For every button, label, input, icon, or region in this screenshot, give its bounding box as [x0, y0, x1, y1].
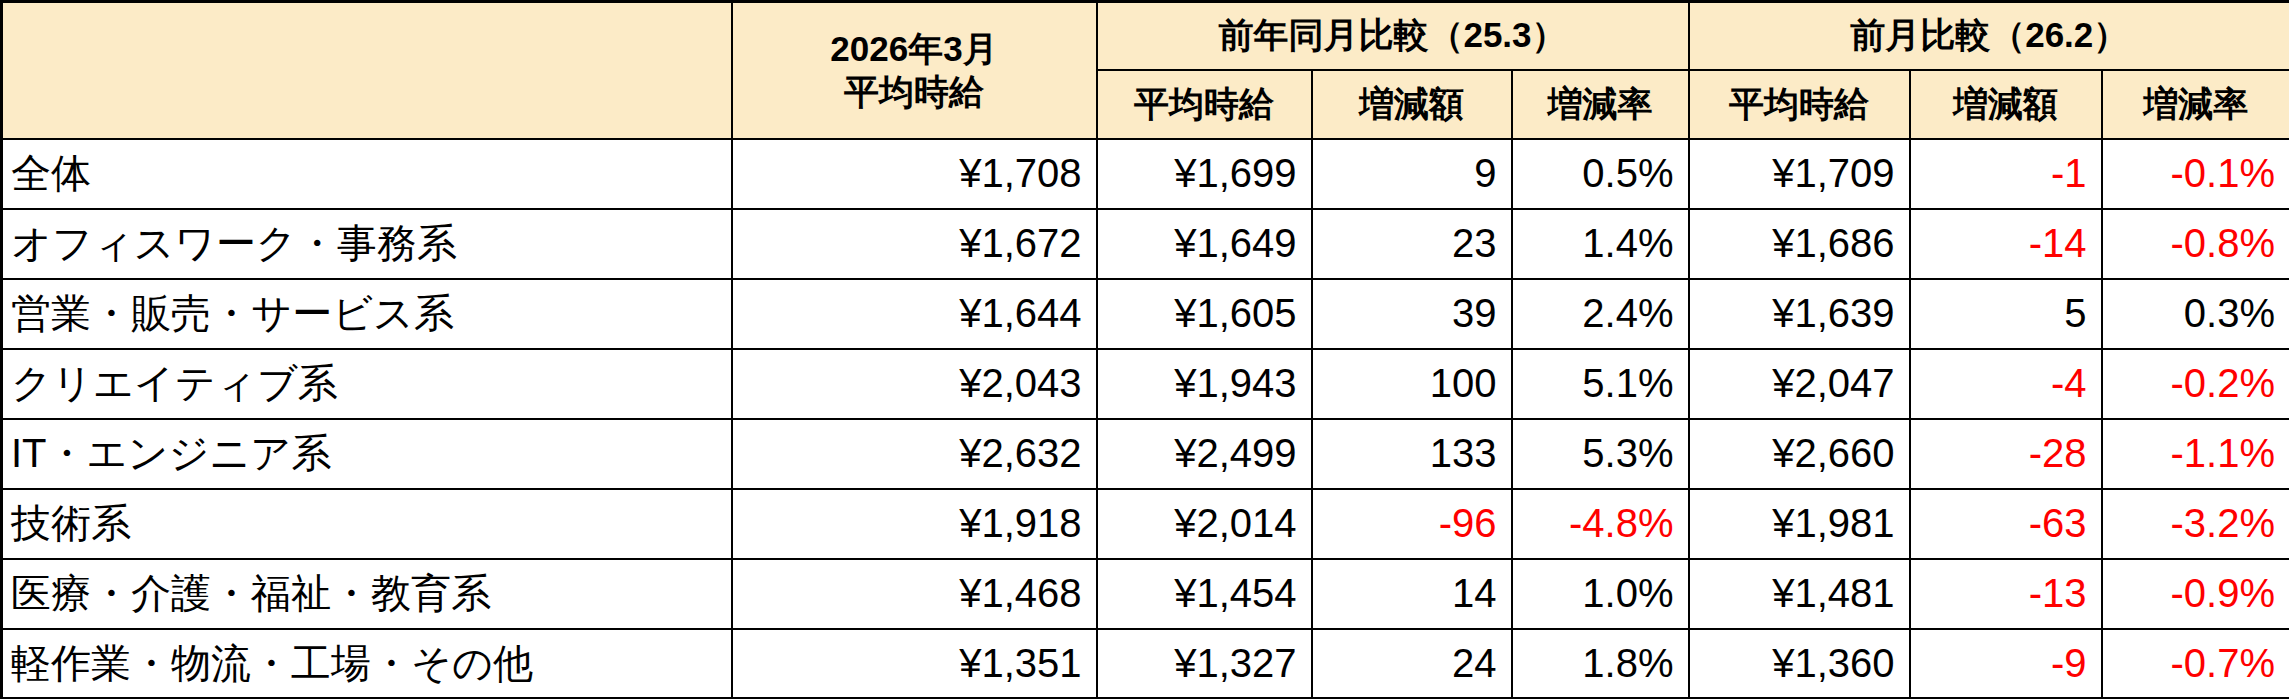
table-row: 技術系¥1,918¥2,014-96-4.8%¥1,981-63-3.2% [2, 489, 2289, 559]
yoy-avg-cell: ¥2,014 [1097, 489, 1312, 559]
table-header: 2026年3月 平均時給 前年同月比較（25.3） 前月比較（26.2） 平均時… [2, 2, 2289, 139]
yoy-diff-cell: 14 [1312, 559, 1512, 629]
yoy-rate-cell: 1.4% [1512, 209, 1689, 279]
yoy-avg-cell: ¥1,454 [1097, 559, 1312, 629]
category-cell: 軽作業・物流・工場・その他 [2, 629, 732, 699]
table-row: IT・エンジニア系¥2,632¥2,4991335.3%¥2,660-28-1.… [2, 419, 2289, 489]
category-cell: 医療・介護・福祉・教育系 [2, 559, 732, 629]
current-month-line2: 平均時給 [734, 70, 1095, 114]
current-avg-cell: ¥2,632 [732, 419, 1097, 489]
mom-rate-cell: -0.7% [2102, 629, 2289, 699]
yoy-rate-cell: 1.0% [1512, 559, 1689, 629]
category-cell: 全体 [2, 139, 732, 209]
current-avg-cell: ¥1,918 [732, 489, 1097, 559]
mom-rate-cell: -0.2% [2102, 349, 2289, 419]
yoy-avg-cell: ¥1,699 [1097, 139, 1312, 209]
yoy-avg-cell: ¥1,327 [1097, 629, 1312, 699]
mom-avg-cell: ¥1,981 [1689, 489, 1910, 559]
yoy-avg-cell: ¥1,943 [1097, 349, 1312, 419]
yoy-diff-cell: 39 [1312, 279, 1512, 349]
table-row: 営業・販売・サービス系¥1,644¥1,605392.4%¥1,63950.3% [2, 279, 2289, 349]
current-avg-cell: ¥2,043 [732, 349, 1097, 419]
corner-cell [2, 2, 732, 139]
mom-avg-cell: ¥1,709 [1689, 139, 1910, 209]
mom-avg-cell: ¥1,360 [1689, 629, 1910, 699]
mom-rate-cell: -0.1% [2102, 139, 2289, 209]
mom-avg-cell: ¥1,481 [1689, 559, 1910, 629]
mom-diff-cell: -1 [1910, 139, 2102, 209]
yoy-rate-cell: -4.8% [1512, 489, 1689, 559]
category-cell: オフィスワーク・事務系 [2, 209, 732, 279]
mom-avg-cell: ¥1,686 [1689, 209, 1910, 279]
current-avg-cell: ¥1,468 [732, 559, 1097, 629]
yoy-avg-cell: ¥1,649 [1097, 209, 1312, 279]
mom-rate-cell: -0.8% [2102, 209, 2289, 279]
table-row: クリエイティブ系¥2,043¥1,9431005.1%¥2,047-4-0.2% [2, 349, 2289, 419]
current-avg-cell: ¥1,351 [732, 629, 1097, 699]
category-cell: 営業・販売・サービス系 [2, 279, 732, 349]
yoy-rate-cell: 1.8% [1512, 629, 1689, 699]
col-header-yoy-rate: 増減率 [1512, 70, 1689, 139]
col-header-current-month: 2026年3月 平均時給 [732, 2, 1097, 139]
table-row: オフィスワーク・事務系¥1,672¥1,649231.4%¥1,686-14-0… [2, 209, 2289, 279]
mom-diff-cell: -13 [1910, 559, 2102, 629]
mom-diff-cell: 5 [1910, 279, 2102, 349]
mom-rate-cell: -0.9% [2102, 559, 2289, 629]
category-cell: クリエイティブ系 [2, 349, 732, 419]
mom-diff-cell: -14 [1910, 209, 2102, 279]
mom-diff-cell: -9 [1910, 629, 2102, 699]
mom-avg-cell: ¥2,047 [1689, 349, 1910, 419]
mom-rate-cell: 0.3% [2102, 279, 2289, 349]
mom-avg-cell: ¥1,639 [1689, 279, 1910, 349]
col-header-mom-avg: 平均時給 [1689, 70, 1910, 139]
yoy-rate-cell: 0.5% [1512, 139, 1689, 209]
yoy-avg-cell: ¥1,605 [1097, 279, 1312, 349]
yoy-rate-cell: 5.3% [1512, 419, 1689, 489]
mom-rate-cell: -3.2% [2102, 489, 2289, 559]
col-group-mom-comparison: 前月比較（26.2） [1689, 2, 2289, 70]
col-group-yoy-comparison: 前年同月比較（25.3） [1097, 2, 1689, 70]
table-body: 全体¥1,708¥1,69990.5%¥1,709-1-0.1%オフィスワーク・… [2, 139, 2289, 699]
mom-diff-cell: -28 [1910, 419, 2102, 489]
yoy-diff-cell: 100 [1312, 349, 1512, 419]
wage-comparison-table: 2026年3月 平均時給 前年同月比較（25.3） 前月比較（26.2） 平均時… [0, 0, 2289, 699]
table-row: 全体¥1,708¥1,69990.5%¥1,709-1-0.1% [2, 139, 2289, 209]
category-cell: 技術系 [2, 489, 732, 559]
col-header-mom-rate: 増減率 [2102, 70, 2289, 139]
yoy-rate-cell: 2.4% [1512, 279, 1689, 349]
yoy-diff-cell: 133 [1312, 419, 1512, 489]
yoy-diff-cell: 24 [1312, 629, 1512, 699]
yoy-diff-cell: 23 [1312, 209, 1512, 279]
mom-avg-cell: ¥2,660 [1689, 419, 1910, 489]
table-row: 医療・介護・福祉・教育系¥1,468¥1,454141.0%¥1,481-13-… [2, 559, 2289, 629]
current-avg-cell: ¥1,708 [732, 139, 1097, 209]
yoy-diff-cell: -96 [1312, 489, 1512, 559]
mom-diff-cell: -4 [1910, 349, 2102, 419]
col-header-yoy-diff: 増減額 [1312, 70, 1512, 139]
mom-diff-cell: -63 [1910, 489, 2102, 559]
yoy-avg-cell: ¥2,499 [1097, 419, 1312, 489]
current-month-line1: 2026年3月 [734, 27, 1095, 71]
yoy-rate-cell: 5.1% [1512, 349, 1689, 419]
col-header-yoy-avg: 平均時給 [1097, 70, 1312, 139]
current-avg-cell: ¥1,672 [732, 209, 1097, 279]
current-avg-cell: ¥1,644 [732, 279, 1097, 349]
table-row: 軽作業・物流・工場・その他¥1,351¥1,327241.8%¥1,360-9-… [2, 629, 2289, 699]
yoy-diff-cell: 9 [1312, 139, 1512, 209]
col-header-mom-diff: 増減額 [1910, 70, 2102, 139]
category-cell: IT・エンジニア系 [2, 419, 732, 489]
mom-rate-cell: -1.1% [2102, 419, 2289, 489]
